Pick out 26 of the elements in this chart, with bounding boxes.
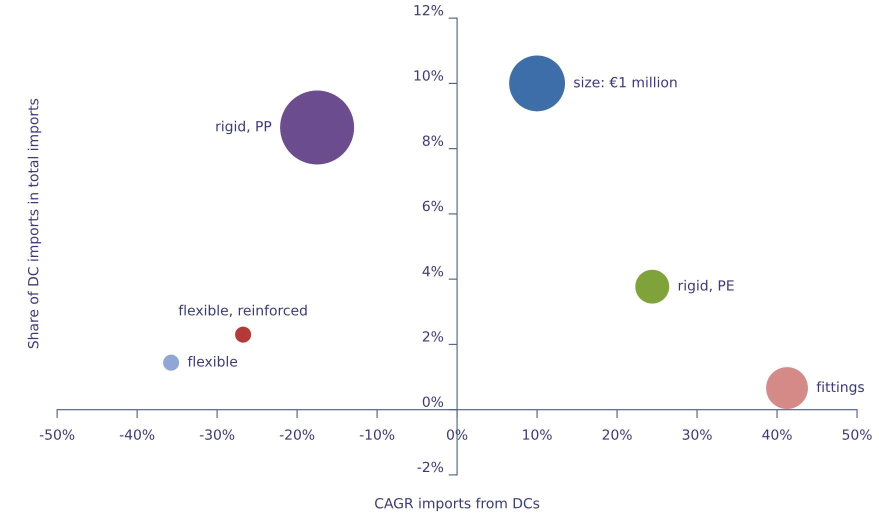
x-tick-label: 50% bbox=[842, 429, 872, 440]
y-tick-label: 12% bbox=[414, 4, 444, 16]
x-tick-label: -40% bbox=[120, 429, 154, 440]
series-label: size: €1 million bbox=[574, 76, 677, 88]
x-axis-title: CAGR imports from DCs bbox=[375, 498, 540, 512]
x-tick-label: 30% bbox=[682, 429, 712, 440]
series-label: rigid, PP bbox=[216, 120, 272, 134]
y-tick-label: 4% bbox=[422, 266, 444, 276]
series-label: flexible bbox=[188, 356, 238, 367]
y-tick-label: 8% bbox=[422, 135, 444, 146]
y-axis-title: Share of DC imports in total imports bbox=[28, 98, 42, 348]
x-tick-label: -30% bbox=[200, 429, 234, 440]
x-tick-label: 40% bbox=[762, 429, 792, 440]
y-tick-label: 0% bbox=[422, 396, 444, 407]
x-tick-label: 20% bbox=[602, 429, 632, 440]
y-tick-label: -2% bbox=[418, 462, 444, 472]
series-label: fittings bbox=[816, 381, 864, 395]
y-tick-label: 2% bbox=[422, 331, 444, 342]
x-tick-label: -20% bbox=[280, 429, 314, 440]
series-label: flexible, reinforced bbox=[178, 304, 307, 317]
series-label: rigid, PE bbox=[678, 280, 734, 294]
y-tick-label: 10% bbox=[414, 70, 444, 81]
x-tick-label: 10% bbox=[523, 429, 552, 440]
x-tick-label: -50% bbox=[40, 429, 74, 440]
y-tick-label: 6% bbox=[422, 200, 444, 212]
x-tick-label: -10% bbox=[360, 429, 394, 440]
